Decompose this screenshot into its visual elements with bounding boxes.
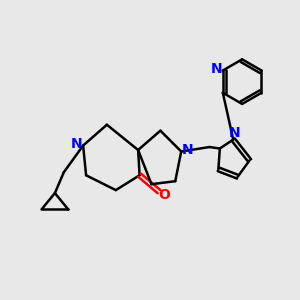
Text: O: O bbox=[158, 188, 170, 202]
Text: N: N bbox=[181, 143, 193, 157]
Text: N: N bbox=[211, 62, 223, 76]
Text: N: N bbox=[229, 126, 241, 140]
Text: N: N bbox=[71, 137, 82, 151]
